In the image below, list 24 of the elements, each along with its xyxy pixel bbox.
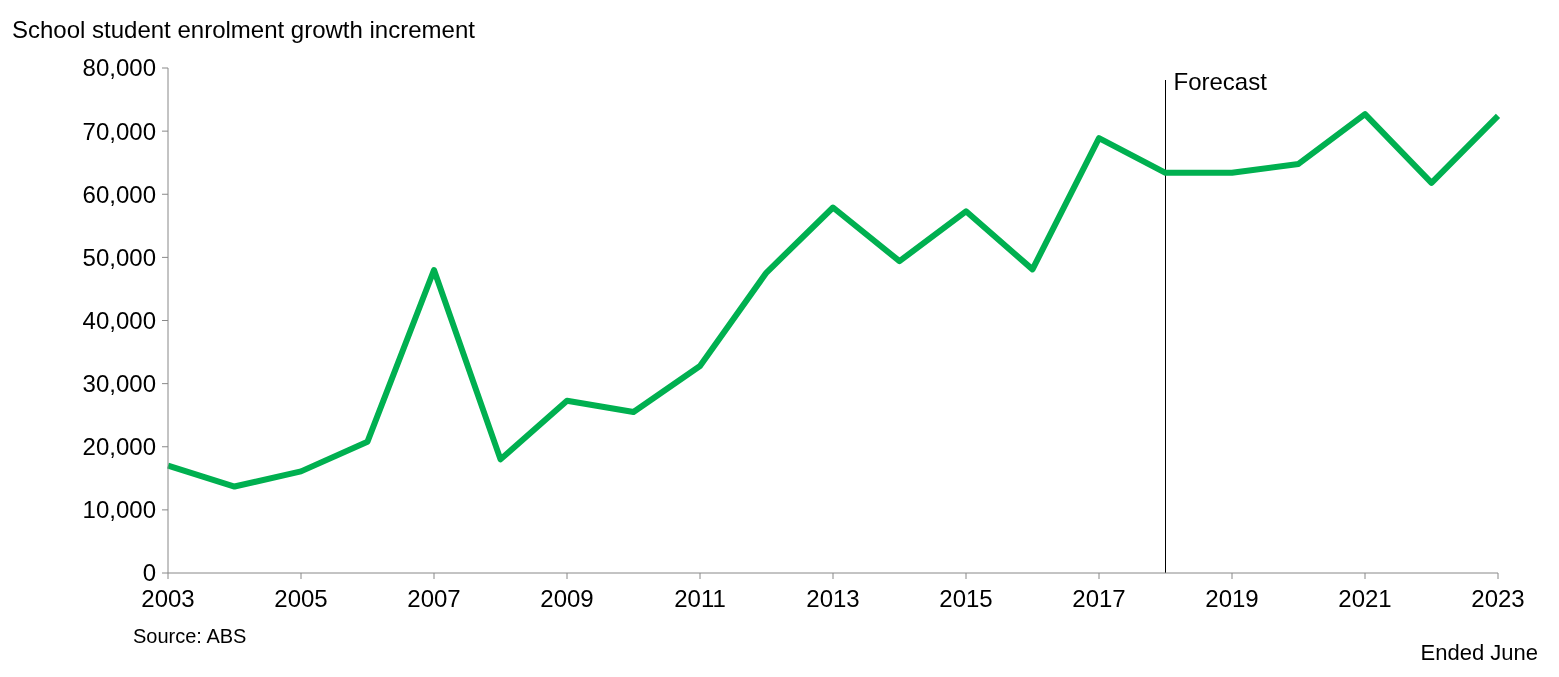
x-tick-label: 2011 — [674, 585, 726, 612]
ref-line-label: Forecast — [1173, 68, 1268, 95]
y-tick-label: 0 — [142, 559, 156, 587]
x-tick-label: 2023 — [1471, 585, 1525, 612]
source-note: Source: ABS — [133, 625, 247, 647]
y-tick-label: 80,000 — [82, 54, 156, 82]
x-tick-label: 2019 — [1205, 585, 1259, 612]
y-tick-label: 50,000 — [82, 243, 156, 271]
y-tick-label: 70,000 — [82, 117, 156, 145]
y-tick-label: 60,000 — [82, 180, 156, 208]
x-tick-label: 2003 — [141, 585, 195, 612]
x-axis-title: Ended June — [1420, 640, 1538, 665]
x-tick-label: 2009 — [540, 585, 594, 612]
x-tick-label: 2021 — [1338, 585, 1392, 612]
y-tick-label: 40,000 — [82, 306, 156, 334]
x-tick-label: 2017 — [1072, 585, 1126, 612]
x-tick-label: 2015 — [939, 585, 993, 612]
y-axis-title: School student enrolment growth increment — [12, 16, 476, 43]
x-tick-label: 2013 — [806, 585, 860, 612]
y-tick-label: 10,000 — [82, 496, 156, 524]
y-tick-label: 20,000 — [82, 433, 156, 461]
y-tick-label: 30,000 — [82, 370, 156, 398]
x-tick-label: 2005 — [274, 585, 328, 612]
x-tick-label: 2007 — [407, 585, 461, 612]
